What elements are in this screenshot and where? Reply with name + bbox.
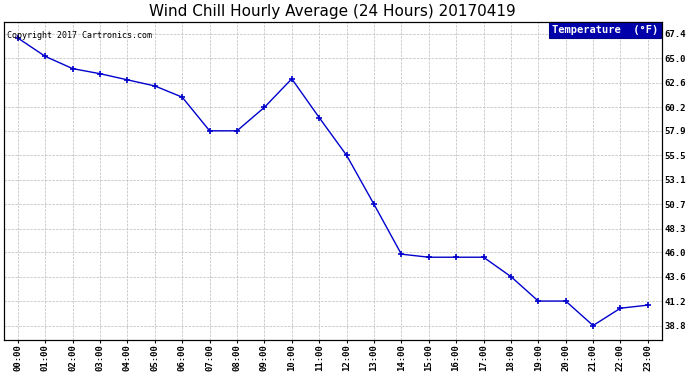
Text: Copyright 2017 Cartronics.com: Copyright 2017 Cartronics.com (8, 31, 152, 40)
Title: Wind Chill Hourly Average (24 Hours) 20170419: Wind Chill Hourly Average (24 Hours) 201… (150, 4, 516, 19)
Text: Temperature  (°F): Temperature (°F) (552, 25, 658, 35)
